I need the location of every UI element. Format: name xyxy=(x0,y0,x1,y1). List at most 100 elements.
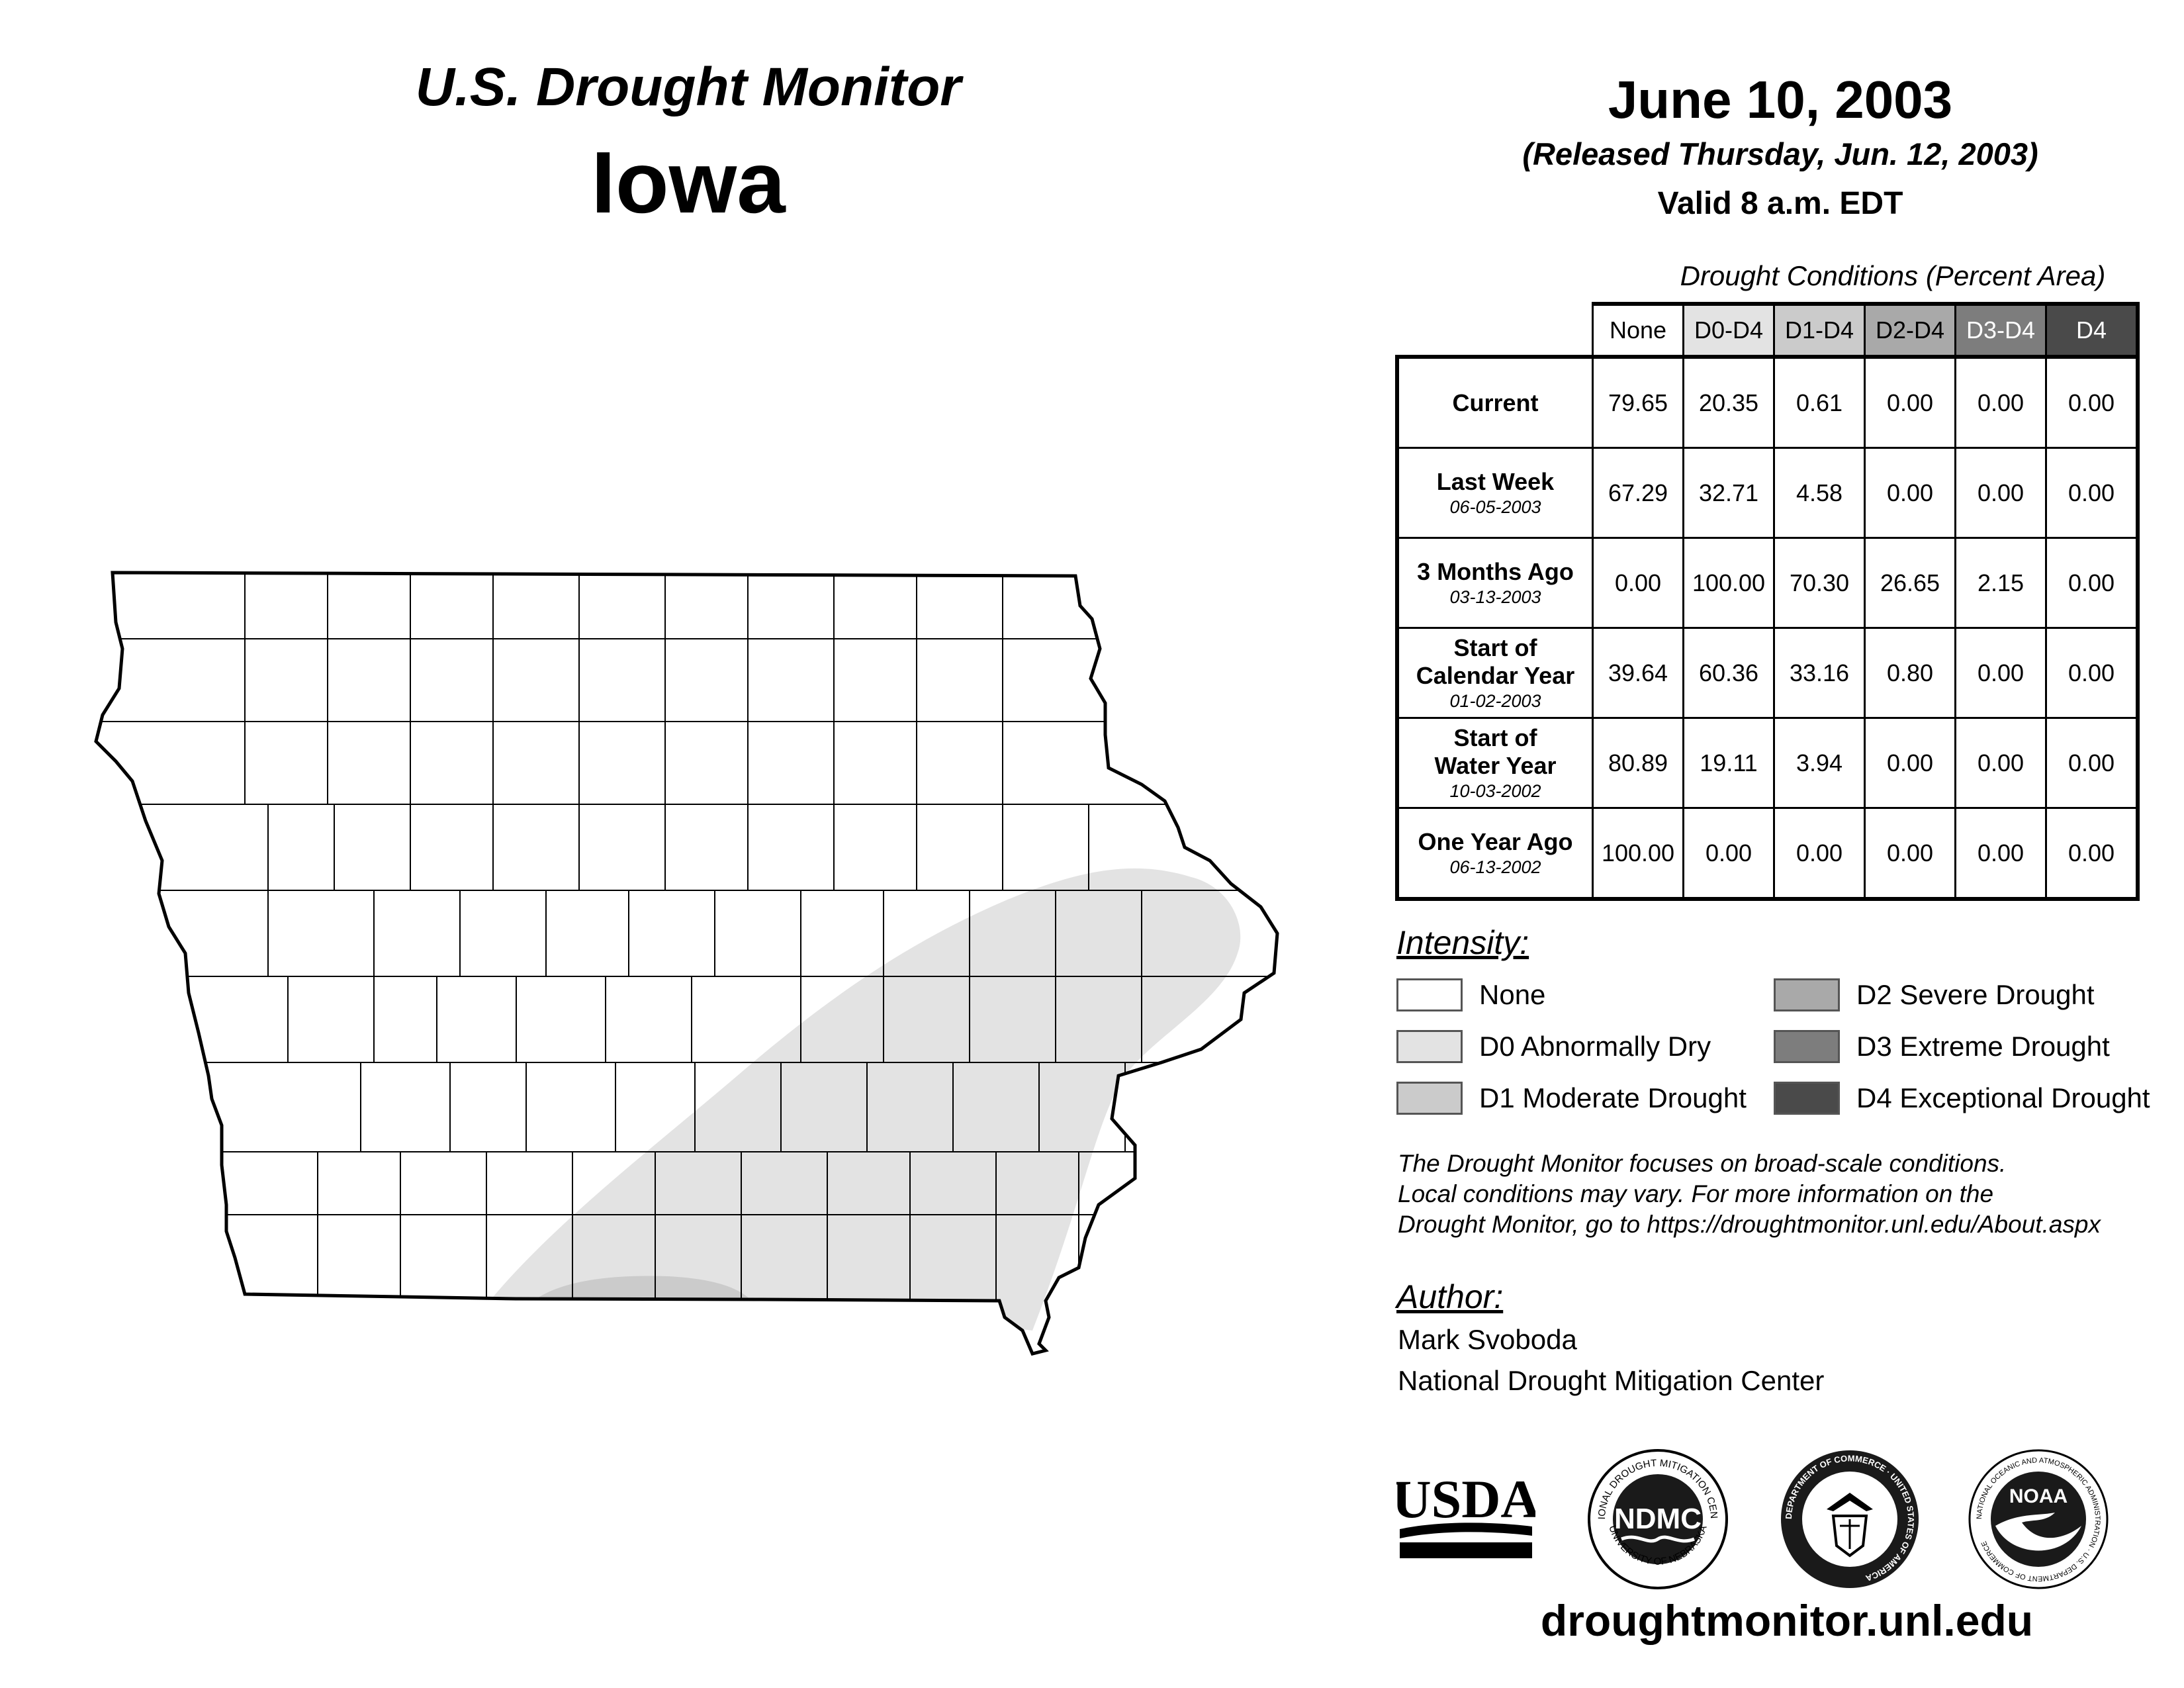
map-date: June 10, 2003 xyxy=(1608,70,1953,129)
column-header: None xyxy=(1592,302,1684,358)
legend-swatch xyxy=(1774,978,1840,1011)
row-label: Current xyxy=(1395,355,1594,449)
ship-icon xyxy=(1840,1519,1860,1549)
table-cell: 70.30 xyxy=(1773,537,1866,629)
table-cell: 0.00 xyxy=(1954,447,2047,539)
seagull-icon xyxy=(1995,1513,2081,1551)
eagle-icon xyxy=(1827,1493,1873,1511)
table-cell: 0.00 xyxy=(2045,717,2140,809)
row-label-text: Start of xyxy=(1453,633,1537,661)
table-cell: 60.36 xyxy=(1682,627,1775,719)
usda-logo-stripe xyxy=(1400,1523,1532,1538)
table-cell: 0.00 xyxy=(1864,717,1956,809)
table-cell: 0.00 xyxy=(1592,537,1684,629)
legend-swatch xyxy=(1774,1082,1840,1115)
table-corner xyxy=(1397,304,1593,357)
row-date: 01-02-2003 xyxy=(1449,690,1541,711)
table-cell: 20.35 xyxy=(1682,355,1775,449)
state-title: Iowa xyxy=(591,134,786,231)
usda-logo: USDA xyxy=(1396,1469,1535,1558)
noaa-logo-text: NOAA xyxy=(2009,1485,2068,1507)
column-header: D0-D4 xyxy=(1682,302,1775,358)
disclaimer-note: The Drought Monitor focuses on broad-sca… xyxy=(1398,1149,2179,1240)
table-cell: 2.15 xyxy=(1954,537,2047,629)
release-date: (Released Thursday, Jun. 12, 2003) xyxy=(1522,136,2038,171)
website-link[interactable]: droughtmonitor.unl.edu xyxy=(1540,1596,2034,1645)
ndmc-logo: NATIONAL DROUGHT MITIGATION CENTER UNIVE… xyxy=(1585,1446,1728,1589)
table-cell: 0.00 xyxy=(2045,807,2140,901)
table-cell: 0.00 xyxy=(1954,807,2047,901)
table-header-row: None D0-D4 D1-D4 D2-D4 D3-D4 D4 xyxy=(1397,302,2140,358)
note-line: Drought Monitor, go to https://droughtmo… xyxy=(1398,1211,2101,1238)
table-cell: 0.00 xyxy=(1864,355,1956,449)
d1-moderate-drought-area xyxy=(529,1276,754,1304)
table-cell: 32.71 xyxy=(1682,447,1775,539)
valid-time: Valid 8 a.m. EDT xyxy=(1657,186,1903,221)
table-cell: 0.00 xyxy=(1682,807,1775,901)
row-date: 06-13-2002 xyxy=(1449,857,1541,877)
table-cell: 4.58 xyxy=(1773,447,1866,539)
row-label-text: One Year Ago xyxy=(1418,827,1573,855)
legend-swatch xyxy=(1396,1082,1463,1115)
row-label-text: Calendar Year xyxy=(1416,661,1575,689)
row-label-text: Current xyxy=(1452,389,1539,416)
table-cell: 67.29 xyxy=(1592,447,1684,539)
legend-label: None xyxy=(1479,979,1546,1010)
iowa-drought-map xyxy=(94,571,1279,1356)
table-cell: 0.00 xyxy=(1954,627,2047,719)
usda-logo-text: USDA xyxy=(1396,1469,1535,1529)
legend-label: D4 Exceptional Drought xyxy=(1856,1082,2150,1113)
row-label: 3 Months Ago 03-13-2003 xyxy=(1395,537,1594,629)
table-cell: 0.00 xyxy=(2045,537,2140,629)
table-cell: 33.16 xyxy=(1773,627,1866,719)
doc-seal-logo: DEPARTMENT OF COMMERCE · UNITED STATES O… xyxy=(1781,1450,1919,1588)
table-row: 3 Months Ago 03-13-2003 0.00 100.00 70.30 26.… xyxy=(1395,537,2140,629)
column-header: D3-D4 xyxy=(1954,302,2047,358)
legend-label: D1 Moderate Drought xyxy=(1479,1082,1747,1113)
usda-logo-bar xyxy=(1400,1542,1532,1558)
map-title: U.S. Drought Monitor xyxy=(415,57,962,117)
legend-swatch xyxy=(1396,978,1463,1011)
table-row: Start of Calendar Year 01-02-2003 39.64 60.3… xyxy=(1395,627,2140,719)
table-cell: 0.00 xyxy=(1864,447,1956,539)
table-row: Last Week 06-05-2003 67.29 32.71 4.58 0.00 0.0… xyxy=(1395,447,2140,539)
row-label: One Year Ago 06-13-2002 xyxy=(1395,807,1594,901)
row-label: Start of Calendar Year 01-02-2003 xyxy=(1395,627,1594,719)
table-cell: 100.00 xyxy=(1592,807,1684,901)
table-cell: 26.65 xyxy=(1864,537,1956,629)
noaa-logo: NATIONAL OCEANIC AND ATMOSPHERIC ADMINIS… xyxy=(1968,1449,2109,1589)
table-row: Current 79.65 20.35 0.61 0.00 0.00 0.00 xyxy=(1395,355,2140,449)
author-heading: Author: xyxy=(1396,1278,1504,1315)
row-label-text: 3 Months Ago xyxy=(1417,557,1574,585)
table-cell: 0.00 xyxy=(2045,447,2140,539)
table-cell: 100.00 xyxy=(1682,537,1775,629)
table-cell: 0.00 xyxy=(1954,717,2047,809)
table-cell: 0.00 xyxy=(1954,355,2047,449)
row-label-text: Water Year xyxy=(1434,751,1557,779)
table-caption: Drought Conditions (Percent Area) xyxy=(1680,260,2106,291)
row-label-text: Start of xyxy=(1453,724,1537,751)
table-cell: 0.00 xyxy=(2045,627,2140,719)
table-row: One Year Ago 06-13-2002 100.00 0.00 0.00 0.00… xyxy=(1395,807,2140,901)
author-name: Mark Svoboda xyxy=(1398,1324,1577,1355)
legend-label: D0 Abnormally Dry xyxy=(1479,1031,1711,1062)
iowa-state-outline xyxy=(94,571,1279,1356)
table-cell: 39.64 xyxy=(1592,627,1684,719)
ndmc-wave-icon xyxy=(1621,1535,1695,1543)
row-label: Start of Water Year 10-03-2002 xyxy=(1395,717,1594,809)
row-label: Last Week 06-05-2003 xyxy=(1395,447,1594,539)
author-organization: National Drought Mitigation Center xyxy=(1398,1365,1825,1396)
table-cell: 0.80 xyxy=(1864,627,1956,719)
table-cell: 79.65 xyxy=(1592,355,1684,449)
table-cell: 3.94 xyxy=(1773,717,1866,809)
row-date: 10-03-2002 xyxy=(1449,780,1541,801)
table-cell: 80.89 xyxy=(1592,717,1684,809)
row-date: 03-13-2003 xyxy=(1449,586,1541,607)
table-row: Start of Water Year 10-03-2002 80.89 19.11 3.… xyxy=(1395,717,2140,809)
column-header: D1-D4 xyxy=(1773,302,1866,358)
ndmc-logo-text: NDMC xyxy=(1614,1503,1702,1535)
table-cell: 0.61 xyxy=(1773,355,1866,449)
intensity-heading: Intensity: xyxy=(1396,924,1529,961)
county-boundaries xyxy=(96,573,1277,1301)
legend-swatch xyxy=(1774,1030,1840,1063)
